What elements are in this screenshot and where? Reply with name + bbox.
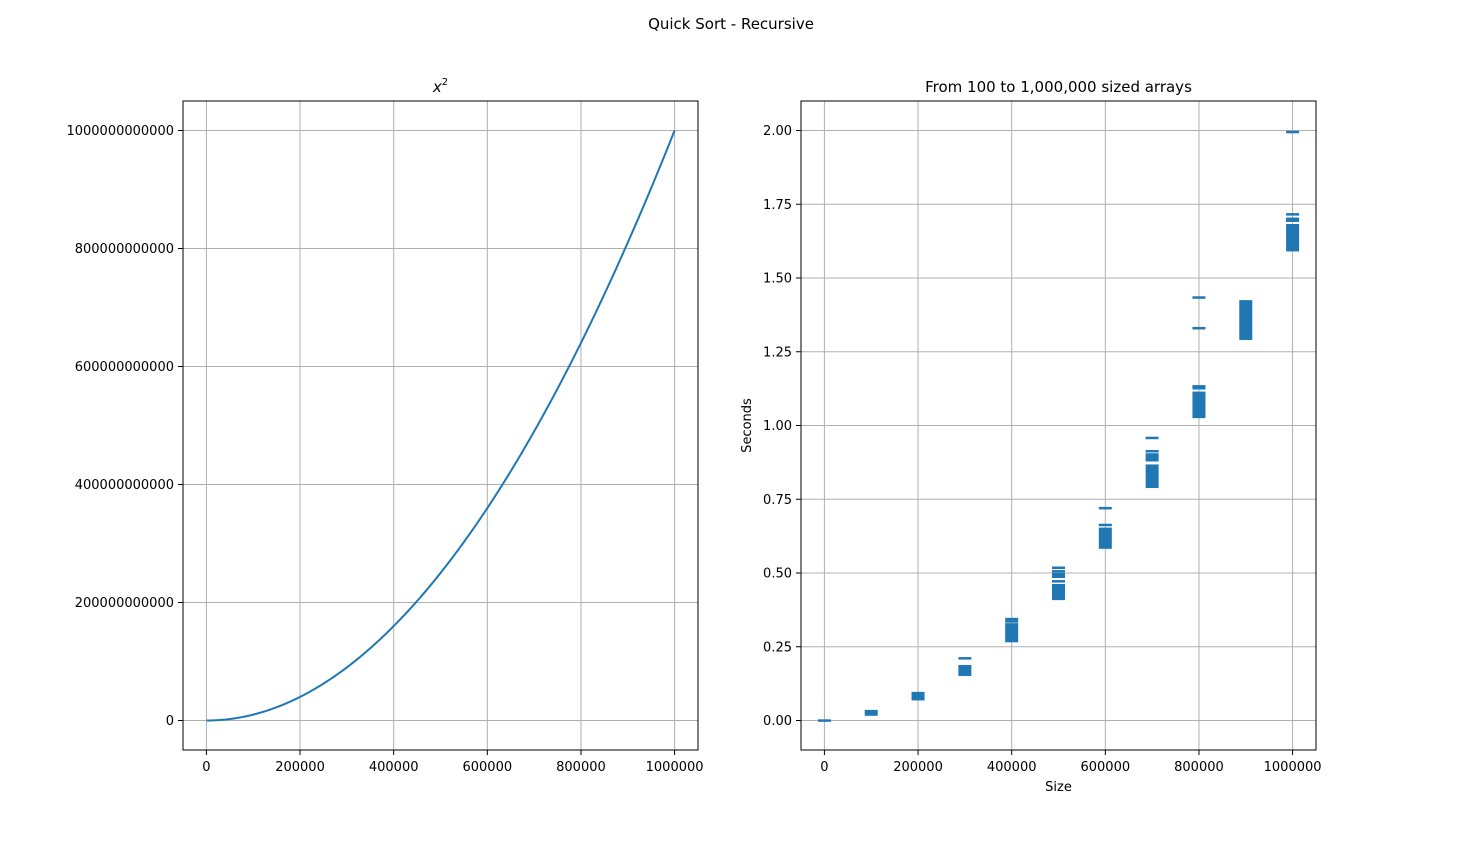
left-chart-title: x2 — [432, 77, 448, 96]
timing-point-group — [1145, 453, 1159, 462]
right-series — [817, 130, 1300, 722]
right-y-axis: 0.00 0.25 0.50 0.75 1.00 1.25 1.50 1.75 2.00 — [763, 124, 801, 729]
left-plot-frame — [182, 100, 699, 751]
left-y-axis: 0 200000000000 400000000000 600000000000 800… — [66, 124, 183, 729]
figure-title: Quick Sort - Recursive — [648, 15, 814, 33]
left-gridlines — [183, 101, 698, 750]
x-tick-label: 0 — [820, 760, 828, 775]
y-tick-label: 0.50 — [763, 567, 792, 582]
y-tick-label: 600000000000 — [75, 360, 174, 375]
y-tick-label: 2.00 — [763, 124, 792, 139]
timing-point-group — [1005, 620, 1019, 623]
right-x-axis-label: Size — [1045, 780, 1072, 795]
left-title-base: x — [432, 78, 442, 96]
timing-point-group — [1005, 623, 1019, 643]
x-tick-label: 400000 — [369, 760, 419, 775]
timing-point-group — [1286, 224, 1300, 252]
timing-point-group — [1286, 130, 1300, 134]
y-tick-label: 1.75 — [763, 198, 792, 213]
y-tick-label: 800000000000 — [75, 242, 174, 257]
x-tick-label: 600000 — [1080, 760, 1130, 775]
timing-point-group — [1052, 566, 1065, 570]
timing-point-group — [1239, 300, 1253, 340]
y-tick-label: 0.75 — [763, 493, 792, 508]
left-chart: 0 200000 400000 600000 800000 1000000 0 200000… — [66, 77, 703, 775]
x-tick-label: 200000 — [893, 760, 943, 775]
right-x-axis: 0 200000 400000 600000 800000 1000000 — [820, 750, 1322, 775]
right-y-axis-label: Seconds — [740, 398, 755, 453]
timing-point-group — [1098, 506, 1112, 510]
timing-point-group — [1005, 617, 1019, 621]
timing-point-group — [1192, 391, 1206, 419]
y-tick-label: 1.50 — [763, 272, 792, 287]
left-x-axis: 0 200000 400000 600000 800000 1000000 — [202, 750, 704, 775]
timing-point-group — [1098, 523, 1112, 527]
timing-point-group — [958, 657, 972, 660]
timing-point-group — [911, 691, 925, 701]
y-tick-label: 0.25 — [763, 640, 792, 655]
timing-point-group — [1052, 573, 1065, 579]
timing-point-group — [864, 709, 878, 716]
timing-point-group — [1052, 570, 1065, 573]
y-tick-label: 1.25 — [763, 345, 792, 360]
right-chart-title: From 100 to 1,000,000 sized arrays — [925, 78, 1192, 96]
y-tick-label: 1000000000000 — [66, 124, 174, 139]
timing-point-group — [1145, 449, 1159, 453]
x-tick-label: 1000000 — [646, 760, 704, 775]
left-series — [206, 130, 676, 722]
timing-point-group — [1098, 527, 1112, 549]
right-chart: 0 200000 400000 600000 800000 1000000 0.00 0.2… — [740, 78, 1322, 795]
timing-point-group — [1052, 583, 1065, 601]
timing-point-group — [817, 719, 831, 722]
timing-point-group — [1145, 464, 1159, 489]
x-tick-label: 800000 — [556, 760, 606, 775]
x-tick-label: 1000000 — [1264, 760, 1322, 775]
x-tick-label: 400000 — [987, 760, 1037, 775]
timing-point-group — [1192, 326, 1206, 330]
timing-point-group — [1192, 385, 1206, 390]
y-tick-label: 0.00 — [763, 714, 792, 729]
timing-point-group — [1286, 217, 1300, 222]
timing-point-group — [1192, 296, 1206, 299]
timing-point-group — [1286, 213, 1300, 216]
y-tick-label: 1.00 — [763, 419, 792, 434]
y-tick-label: 400000000000 — [75, 478, 174, 493]
x-squared-line — [206, 130, 676, 722]
timing-point-group — [1145, 436, 1159, 440]
x-tick-label: 200000 — [275, 760, 325, 775]
y-tick-label: 200000000000 — [75, 596, 174, 611]
x-tick-label: 0 — [202, 760, 210, 775]
left-title-superscript: 2 — [442, 77, 448, 88]
x-tick-label: 800000 — [1174, 760, 1224, 775]
timing-point-group — [1052, 580, 1065, 583]
timing-point-group — [958, 665, 972, 676]
right-gridlines — [801, 101, 1316, 750]
y-tick-label: 0 — [166, 714, 174, 729]
x-tick-label: 600000 — [462, 760, 512, 775]
